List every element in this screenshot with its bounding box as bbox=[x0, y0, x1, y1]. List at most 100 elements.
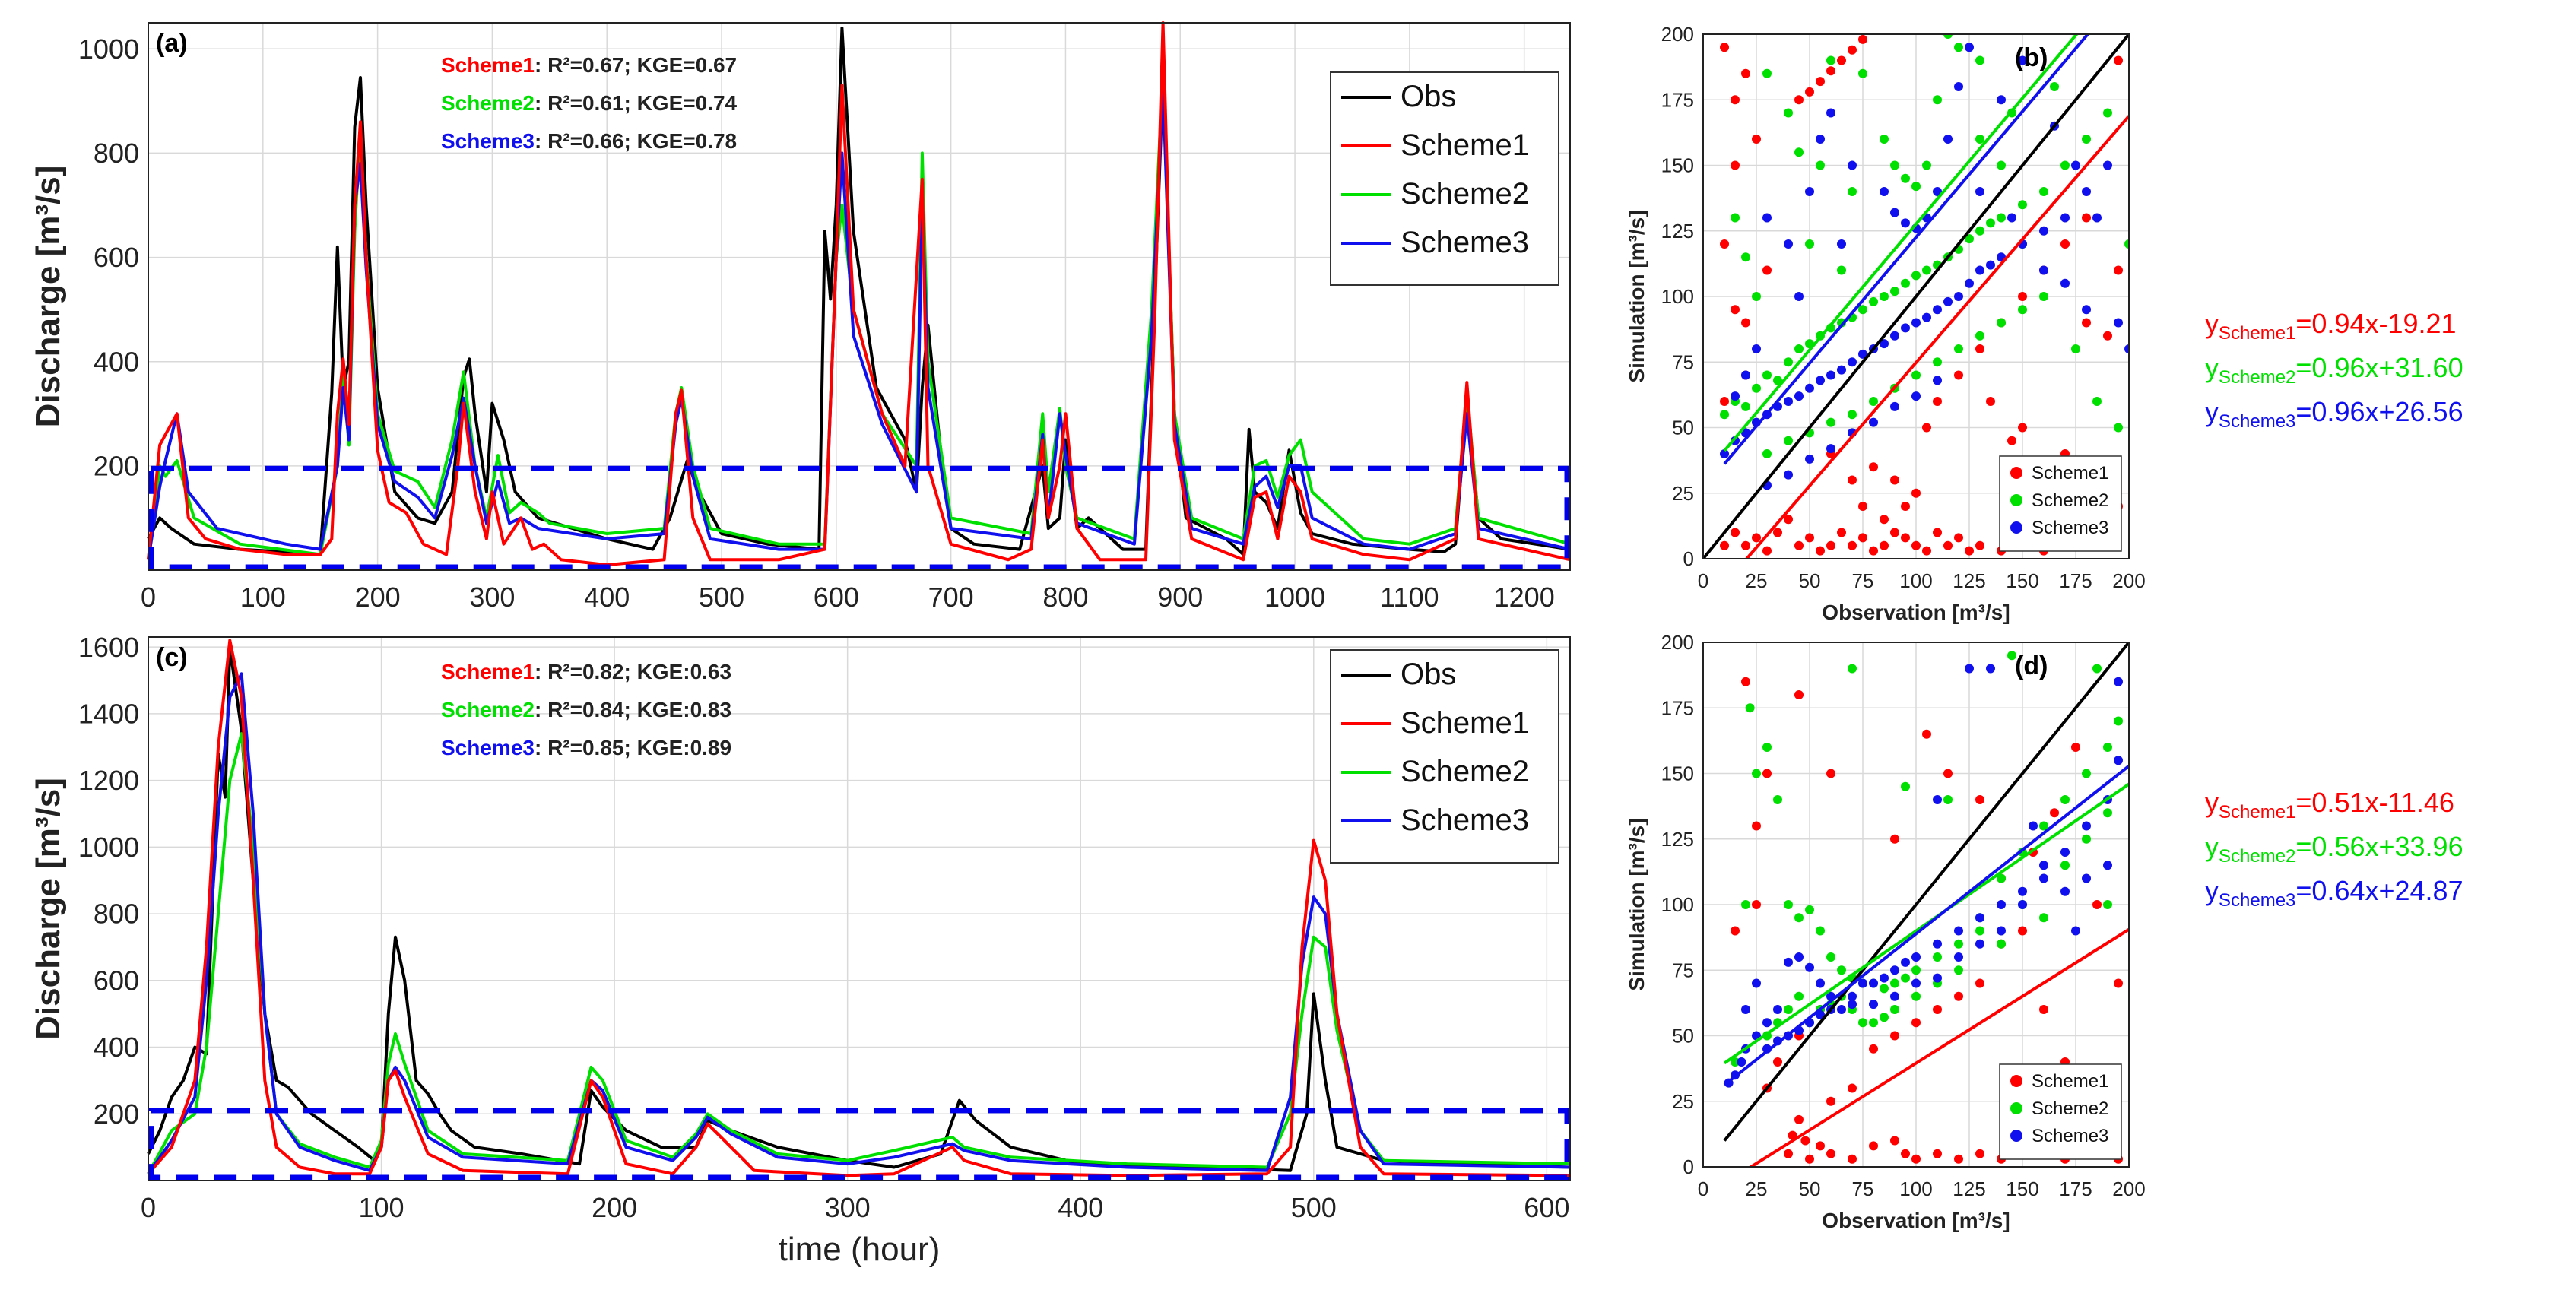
scatter-point-scheme3 bbox=[2071, 926, 2080, 936]
stats-line-1: Scheme1: R²=0.82; KGE:0.63 bbox=[441, 660, 731, 683]
scatter-point-scheme3 bbox=[2060, 886, 2070, 896]
scatter-point-scheme3 bbox=[2103, 861, 2112, 870]
scatter-point-scheme1 bbox=[2050, 808, 2059, 818]
y-tick-label: 0 bbox=[1683, 547, 1694, 570]
scatter-point-scheme2 bbox=[2103, 900, 2112, 909]
scatter-point-scheme2 bbox=[2039, 292, 2048, 301]
series-line-scheme2 bbox=[147, 732, 1571, 1175]
scatter-point-scheme3 bbox=[2039, 226, 2048, 236]
legend-label-scheme3: Scheme3 bbox=[1401, 803, 1529, 837]
x-tick-label: 50 bbox=[1799, 569, 1821, 592]
x-tick-label: 900 bbox=[1157, 582, 1203, 613]
scatter-point-scheme1 bbox=[1922, 729, 1931, 739]
scatter-point-scheme3 bbox=[2092, 213, 2102, 223]
scatter-point-scheme3 bbox=[1965, 43, 1974, 52]
scatter-point-scheme2 bbox=[1997, 160, 2006, 170]
x-tick-label: 200 bbox=[592, 1192, 637, 1223]
scatter-point-scheme2 bbox=[1975, 926, 1984, 936]
scatter-point-scheme3 bbox=[2114, 756, 2123, 765]
legend-label-scheme2: Scheme2 bbox=[2032, 490, 2108, 511]
scatter-point-scheme3 bbox=[1933, 939, 1942, 949]
scatter-point-scheme1 bbox=[1816, 546, 1825, 556]
x-tick-label: 1200 bbox=[1494, 582, 1555, 613]
y-tick-label: 200 bbox=[1661, 631, 1694, 654]
scatter-point-scheme3 bbox=[1975, 265, 1984, 275]
x-tick-label: 125 bbox=[1953, 569, 1985, 592]
legend-label-scheme2: Scheme2 bbox=[1401, 755, 1529, 788]
scatter-point-scheme1 bbox=[2114, 265, 2123, 275]
scatter-point-scheme3 bbox=[1933, 795, 1942, 804]
scatter-point-scheme2 bbox=[1784, 1005, 1793, 1014]
x-tick-label: 200 bbox=[355, 582, 401, 613]
scatter-point-scheme3 bbox=[1737, 1057, 1746, 1067]
panel-label: (b) bbox=[2015, 43, 2048, 72]
scatter-point-scheme2 bbox=[2039, 913, 2048, 923]
panel-d-equations: yScheme1=0.51x-11.46 yScheme2=0.56x+33.9… bbox=[2205, 789, 2463, 921]
scatter-point-scheme3 bbox=[1816, 978, 1825, 988]
x-tick-label: 25 bbox=[1746, 1177, 1768, 1200]
scatter-point-scheme2 bbox=[1943, 795, 1953, 804]
scatter-point-scheme3 bbox=[1890, 991, 1899, 1001]
scatter-point-scheme3 bbox=[1933, 973, 1942, 983]
scatter-point-scheme3 bbox=[2082, 187, 2091, 196]
legend: Scheme1 Scheme2 Scheme3 bbox=[1999, 1063, 2122, 1160]
scatter-point-scheme2 bbox=[1794, 147, 1804, 157]
equation-scheme1: yScheme1=0.94x-19.21 bbox=[2205, 308, 2457, 344]
scatter-point-scheme2 bbox=[1816, 160, 1825, 170]
scatter-point-scheme1 bbox=[1741, 68, 1750, 78]
panel-label: (d) bbox=[2015, 651, 2048, 680]
fit-line-scheme3 bbox=[1723, 765, 2129, 1086]
y-tick-label: 600 bbox=[94, 965, 139, 996]
scatter-point-scheme3 bbox=[1848, 160, 1857, 170]
scatter-point-scheme3 bbox=[1965, 278, 1974, 288]
scatter-point-scheme1 bbox=[2092, 900, 2102, 909]
stats-scheme-name: Scheme1 bbox=[441, 660, 535, 683]
scatter-point-scheme2 bbox=[1954, 43, 1963, 52]
equation-scheme2: yScheme2=0.96x+31.60 bbox=[2205, 352, 2463, 388]
scatter-point-scheme3 bbox=[1741, 370, 1750, 380]
scatter-point-scheme3 bbox=[2103, 160, 2112, 170]
axes-frame bbox=[148, 636, 1571, 1181]
scatter-point-scheme1 bbox=[1975, 795, 1984, 804]
scatter-point-scheme2 bbox=[1869, 296, 1878, 306]
scatter-point-scheme1 bbox=[1741, 318, 1750, 328]
scatter-point-scheme1 bbox=[1762, 265, 1772, 275]
y-tick-label: 100 bbox=[1661, 285, 1694, 308]
scatter-point-scheme2 bbox=[2103, 743, 2112, 752]
legend-label-obs: Obs bbox=[1401, 658, 1456, 691]
scatter-point-scheme2 bbox=[1933, 95, 1942, 105]
equation-scheme1: yScheme1=0.51x-11.46 bbox=[2205, 787, 2454, 823]
stats-values: : R²=0.66; KGE=0.78 bbox=[535, 129, 737, 153]
scatter-point-scheme2 bbox=[1837, 265, 1846, 275]
scatter-point-scheme2 bbox=[1848, 410, 1857, 420]
scatter-point-scheme2 bbox=[1933, 357, 1942, 367]
scatter-point-scheme2 bbox=[1954, 939, 1963, 949]
scatter-point-scheme3 bbox=[1901, 218, 1910, 228]
x-tick-label: 400 bbox=[584, 582, 630, 613]
scatter-point-scheme2 bbox=[1975, 331, 1984, 341]
scatter-point-scheme2 bbox=[1880, 135, 1889, 144]
scatter-point-scheme3 bbox=[1933, 376, 1942, 385]
scatter-point-scheme1 bbox=[1731, 528, 1740, 537]
stats-scheme-name: Scheme3 bbox=[441, 129, 535, 153]
scatter-point-scheme3 bbox=[1784, 470, 1793, 480]
scatter-point-scheme3 bbox=[1731, 391, 1740, 401]
scatter-point-scheme1 bbox=[1869, 462, 1878, 472]
scatter-point-scheme3 bbox=[1752, 344, 1761, 353]
y-tick-label: 200 bbox=[94, 1098, 139, 1130]
legend-marker-scheme3 bbox=[2010, 521, 2022, 534]
scatter-point-scheme1 bbox=[1890, 475, 1899, 485]
x-tick-label: 175 bbox=[2059, 1177, 2092, 1200]
x-tick-label: 0 bbox=[141, 582, 156, 613]
scatter-point-scheme3 bbox=[2007, 213, 2016, 223]
scatter-point-scheme3 bbox=[2039, 265, 2048, 275]
scatter-point-scheme2 bbox=[1752, 769, 1761, 778]
scatter-point-scheme1 bbox=[2082, 318, 2091, 328]
scatter-point-scheme1 bbox=[1826, 540, 1835, 550]
legend: Scheme1 Scheme2 Scheme3 bbox=[1999, 455, 2122, 552]
y-tick-label: 150 bbox=[1661, 154, 1694, 177]
stats-line-2: Scheme2: R²=0.61; KGE=0.74 bbox=[441, 91, 738, 115]
scatter-point-scheme3 bbox=[2029, 821, 2038, 831]
scatter-point-scheme3 bbox=[1954, 82, 1963, 91]
scatter-point-scheme1 bbox=[2114, 55, 2123, 65]
